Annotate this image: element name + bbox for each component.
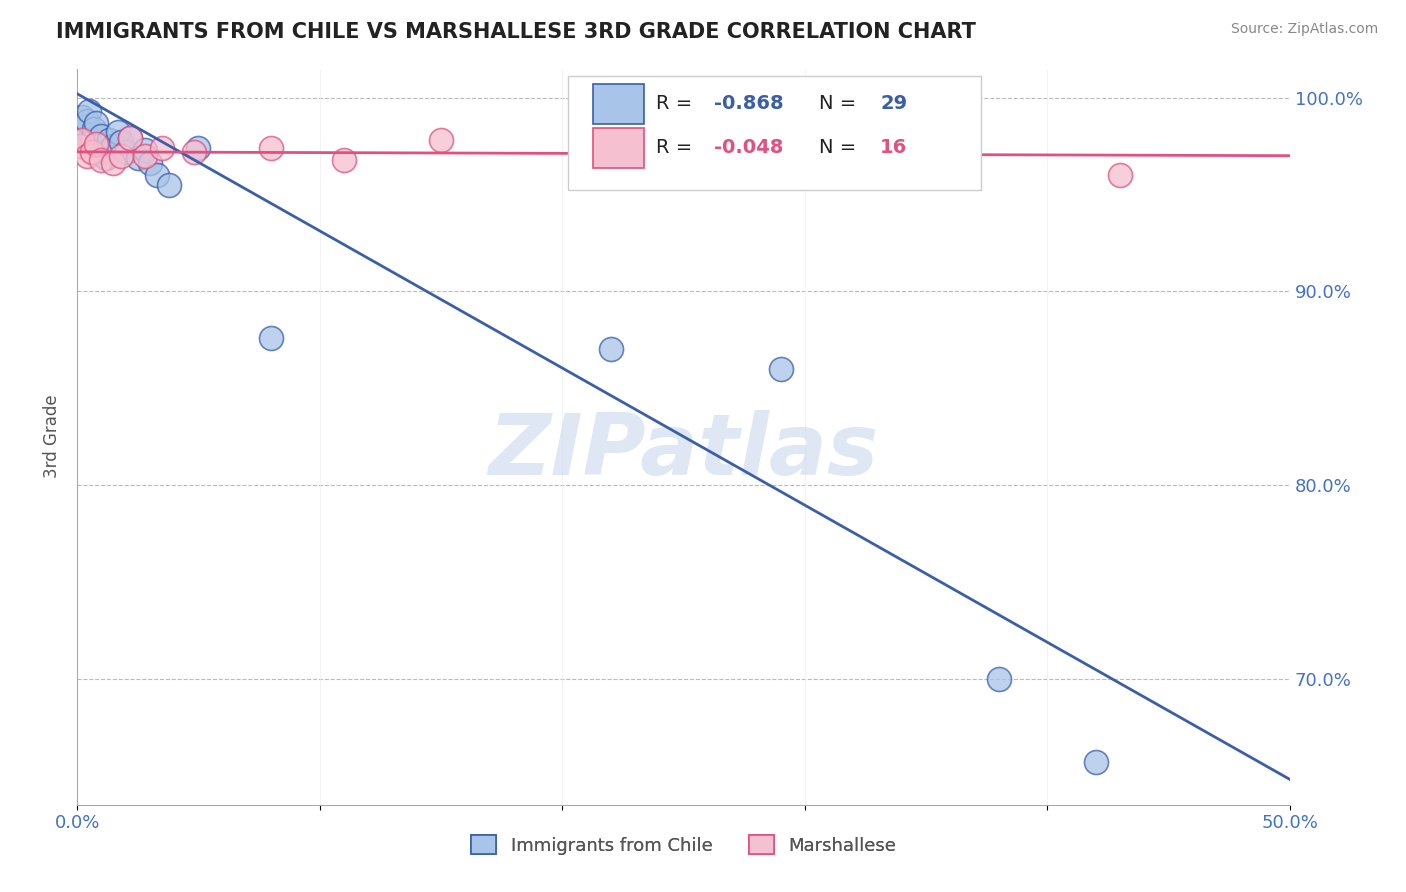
Point: [103, 139, 125, 153]
Point: [107, 125, 129, 139]
Point: [87, 139, 110, 153]
Point: [134, 143, 156, 157]
Point: [157, 178, 180, 192]
Point: [260, 141, 283, 155]
Point: [110, 135, 132, 149]
Point: [103, 156, 125, 170]
Point: [83, 121, 105, 136]
Point: [139, 156, 162, 170]
Point: [77, 104, 100, 119]
Text: IMMIGRANTS FROM CHILE VS MARSHALLESE 3RD GRADE CORRELATION CHART: IMMIGRANTS FROM CHILE VS MARSHALLESE 3RD…: [56, 22, 976, 42]
Point: [1084, 755, 1107, 769]
Point: [120, 131, 142, 145]
Point: [110, 149, 132, 163]
Text: Source: ZipAtlas.com: Source: ZipAtlas.com: [1230, 22, 1378, 37]
Y-axis label: 3rd Grade: 3rd Grade: [44, 395, 60, 478]
Point: [187, 141, 209, 155]
Point: [90, 129, 112, 144]
Text: ZIPatlas: ZIPatlas: [488, 409, 879, 492]
Point: [90, 153, 112, 167]
Text: N =: N =: [820, 94, 863, 112]
Point: [70, 133, 93, 147]
Point: [76, 149, 98, 163]
Point: [114, 145, 136, 159]
Point: [150, 141, 173, 155]
Point: [76, 113, 98, 128]
Point: [80, 133, 103, 147]
FancyBboxPatch shape: [592, 128, 644, 168]
Point: [80, 145, 103, 159]
Point: [183, 145, 205, 159]
Point: [430, 133, 453, 147]
Text: N =: N =: [820, 137, 863, 157]
Point: [769, 361, 792, 376]
Point: [73, 120, 96, 134]
Point: [120, 131, 142, 145]
Point: [93, 145, 115, 159]
Point: [146, 168, 169, 182]
Point: [333, 153, 356, 167]
Point: [69, 125, 91, 139]
FancyBboxPatch shape: [592, 84, 644, 124]
Point: [127, 151, 149, 165]
Point: [97, 133, 120, 147]
Point: [1109, 168, 1132, 182]
Point: [599, 343, 621, 357]
Point: [70, 110, 93, 124]
Text: -0.868: -0.868: [714, 94, 783, 112]
Point: [86, 116, 108, 130]
Text: 16: 16: [880, 137, 907, 157]
Point: [134, 149, 156, 163]
Point: [260, 331, 283, 345]
Point: [86, 137, 108, 152]
Point: [69, 139, 91, 153]
Point: [987, 672, 1010, 686]
Legend: Immigrants from Chile, Marshallese: Immigrants from Chile, Marshallese: [464, 828, 904, 862]
Text: R =: R =: [655, 94, 699, 112]
Point: [96, 151, 118, 165]
Text: R =: R =: [655, 137, 699, 157]
FancyBboxPatch shape: [568, 76, 981, 190]
Text: -0.048: -0.048: [714, 137, 783, 157]
Text: 29: 29: [880, 94, 907, 112]
